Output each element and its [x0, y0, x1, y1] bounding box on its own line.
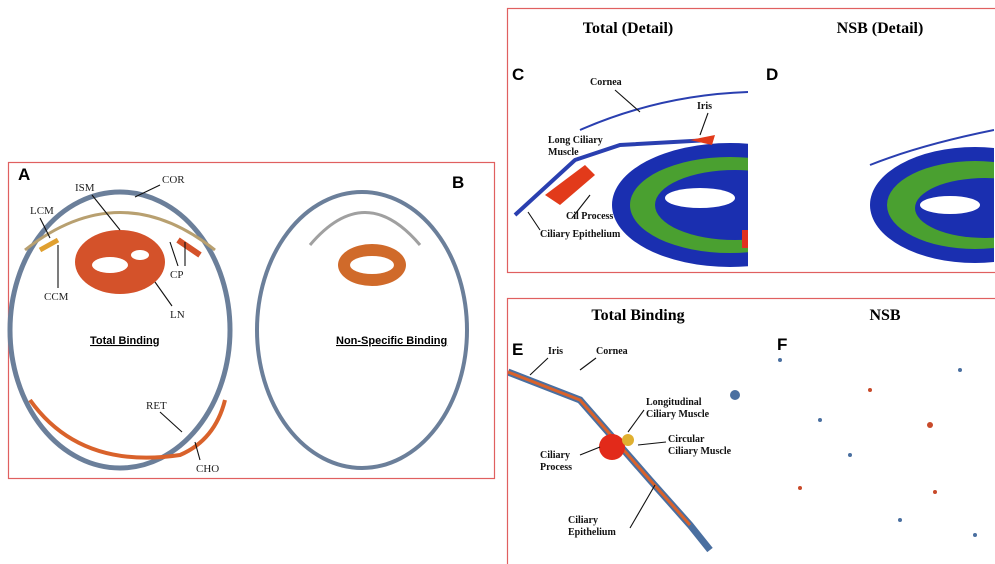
panel-label: B — [452, 173, 464, 192]
structure-label: LCM — [30, 205, 54, 217]
panel-label: C — [512, 65, 524, 84]
annotation: Iris — [697, 101, 712, 112]
annotation: Iris — [548, 346, 563, 357]
panel-title: NSB — [869, 307, 900, 324]
panel-label: F — [777, 335, 787, 354]
structure-label: RET — [146, 400, 167, 412]
annotation: Ciliary Epithelium — [540, 229, 621, 240]
caption: Total Binding — [90, 335, 159, 347]
annotation: Cornea — [590, 77, 622, 88]
panel-title: NSB (Detail) — [837, 20, 924, 37]
panel-label: A — [18, 165, 30, 184]
panel-ab-frame — [9, 163, 495, 479]
structure-label: CHO — [196, 463, 219, 475]
caption: Non-Specific Binding — [336, 335, 447, 347]
panel-title: Total Binding — [591, 307, 684, 324]
structure-label: ISM — [75, 182, 95, 194]
figure: A B Total Binding Non-Specific Binding C… — [0, 0, 995, 564]
panel-label: E — [512, 340, 523, 359]
panel-label: D — [766, 65, 778, 84]
structure-label: CP — [170, 269, 183, 281]
structure-label: COR — [162, 174, 185, 186]
annotation: Cornea — [596, 346, 628, 357]
structure-label: CCM — [44, 291, 69, 303]
panel-title: Total (Detail) — [583, 20, 674, 37]
structure-label: LN — [170, 309, 185, 321]
